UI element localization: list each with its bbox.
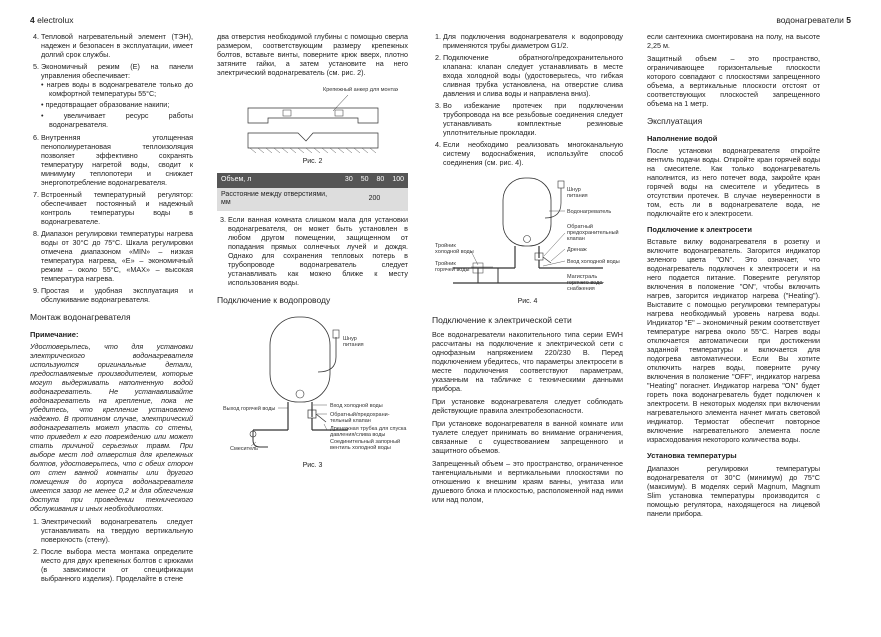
svg-text:Тройник: Тройник (435, 242, 456, 249)
fig2-anchor-label: Крепежный анкер для монтажа (323, 86, 398, 93)
note-text: Удостоверьтесь, что для установки электр… (30, 342, 193, 513)
svg-text:клапан: клапан (567, 236, 585, 242)
svg-text:Смеситель: Смеситель (230, 446, 258, 452)
heading-operation: Эксплуатация (647, 116, 820, 127)
elec-cont-2: Защитный объем – это пространство, огран… (647, 54, 820, 108)
th: 50 (357, 173, 373, 188)
fig4-caption: Рис. 4 (432, 298, 623, 307)
bullet: увеличивает ресурс работы водонагревател… (49, 111, 193, 129)
mount-continued: два отверстия необходимой глубины с помо… (217, 32, 408, 77)
mount-step-2: После выбора места монтажа определите ме… (41, 547, 193, 583)
header-right: водонагреватели 5 (776, 15, 851, 26)
heading-water-conn: Подключение к водопроводу (217, 295, 408, 306)
column-3: Для подключения водонагревателя к водопр… (420, 32, 635, 587)
spec-table: Объем, л 30 50 80 100 Расстояние между о… (217, 173, 408, 211)
svg-text:Водонагреватель: Водонагреватель (567, 209, 611, 215)
header-left: 4 electrolux (30, 15, 74, 26)
elec-p3: При установке водонагревателя в ванной к… (432, 419, 623, 455)
figure-4: Шнур питания Водонагреватель Обратный пр… (432, 173, 623, 307)
water-step-4: Если необходимо реализовать многоканальн… (443, 140, 623, 167)
td: Расстояние между отверстиями, мм (217, 188, 341, 212)
svg-text:Дренаж: Дренаж (567, 247, 587, 253)
figure-3: Шнур питания Вход холодной воды Обратный… (217, 312, 408, 471)
svg-text:снабжения: снабжения (567, 286, 595, 292)
th: Объем, л (217, 173, 341, 188)
fig3-caption: Рис. 3 (217, 462, 408, 471)
bullet: нагрев воды в водонагревателе только до … (49, 80, 193, 98)
elec-p1: Все водонагреватели накопительного типа … (432, 330, 623, 393)
feature-6: Внутренняя утолщенная пенополиуретановая… (41, 133, 193, 187)
water-step-3: Во избежание протечек при подключении тр… (443, 101, 623, 137)
sub-power: Подключение к электросети (647, 225, 820, 234)
fig2-caption: Рис. 2 (217, 158, 408, 167)
sub-filling: Наполнение водой (647, 134, 820, 143)
feature-7: Встроенный температурный регулятор: обес… (41, 190, 193, 226)
page-body: Тепловой нагревательный элемент (ТЭН), н… (0, 32, 881, 587)
heading-mounting: Монтаж водонагревателя (30, 312, 193, 323)
svg-text:давления/слива воды: давления/слива воды (330, 432, 385, 438)
th: 30 (341, 173, 357, 188)
svg-text:питания: питания (343, 342, 364, 348)
svg-text:Вход холодной воды: Вход холодной воды (567, 258, 620, 265)
svg-text:горячей воды: горячей воды (435, 266, 469, 273)
column-4: если сантехника смонтирована на полу, на… (635, 32, 850, 587)
feature-8: Диапазон регулировки температуры нагрева… (41, 229, 193, 283)
svg-text:холодной воды: холодной воды (435, 248, 474, 255)
note-heading: Примечание: (30, 330, 193, 339)
mount-step-1: Электрический водонагреватель следует ус… (41, 517, 193, 544)
sub-temp: Установка температуры (647, 451, 820, 460)
feature-5: Экономичный режим (E) на панели управлен… (41, 62, 193, 129)
elec-p4: Запрещенный объем – это пространство, ог… (432, 459, 623, 504)
svg-text:Выход горячей воды: Выход горячей воды (223, 405, 275, 412)
elec-p2: При установке водонагревателя следует со… (432, 397, 623, 415)
filling-text: После установки водонагревателя откройте… (647, 146, 820, 218)
svg-text:Соединительный запорный: Соединительный запорный (330, 438, 400, 445)
svg-text:Обратный: Обратный (567, 223, 593, 230)
svg-text:вентиль холодной воды: вентиль холодной воды (330, 444, 391, 451)
svg-text:Вход холодной воды: Вход холодной воды (330, 402, 383, 409)
svg-text:тельный клапан: тельный клапан (330, 417, 371, 424)
mount-step-3: Если ванная комната слишком мала для уст… (228, 215, 408, 287)
power-text: Вставьте вилку водонагревателя в розетку… (647, 237, 820, 444)
column-2: два отверстия необходимой глубины с помо… (205, 32, 420, 587)
svg-text:Обратный/предохрани-: Обратный/предохрани- (330, 411, 390, 418)
elec-cont-1: если сантехника смонтирована на полу, на… (647, 32, 820, 50)
heading-electric-conn: Подключение к электрической сети (432, 315, 623, 326)
svg-text:питания: питания (567, 193, 588, 199)
th: 80 (373, 173, 389, 188)
bullet: предотвращает образование накипи; (49, 100, 193, 109)
water-step-1: Для подключения водонагревателя к водопр… (443, 32, 623, 50)
svg-text:Тройник: Тройник (435, 260, 456, 267)
td: 200 (341, 188, 408, 212)
water-step-2: Подключение обратного/предохранительного… (443, 53, 623, 98)
feature-4: Тепловой нагревательный элемент (ТЭН), н… (41, 32, 193, 59)
th: 100 (388, 173, 408, 188)
temp-text: Диапазон регулировки температуры водонаг… (647, 464, 820, 518)
feature-9: Простая и удобная эксплуатация и обслужи… (41, 286, 193, 304)
figure-2: Крепежный анкер для монтажа Рис. 2 (217, 83, 408, 167)
svg-text:предохранительный: предохранительный (567, 229, 619, 236)
column-1: Тепловой нагревательный элемент (ТЭН), н… (0, 32, 205, 587)
